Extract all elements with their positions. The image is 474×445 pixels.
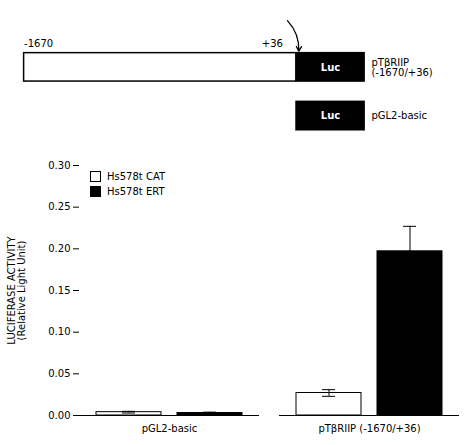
svg-text:pTβRIIP(-1670/+36): pTβRIIP(-1670/+36) <box>371 57 432 78</box>
html-text:Hs578t ERT: Hs578t ERT <box>107 186 165 197</box>
svg-text:Luc: Luc <box>321 62 340 73</box>
svg-text:0.05: 0.05 <box>48 368 70 379</box>
svg-text:0.25: 0.25 <box>48 201 70 212</box>
html-text:Hs578t CAT: Hs578t CAT <box>107 171 166 182</box>
svg-text:-1670: -1670 <box>24 38 53 49</box>
svg-text:LUCIFERASE ACTIVITY(Relative L: LUCIFERASE ACTIVITY(Relative Light Unit) <box>6 235 27 344</box>
svg-text:pGL2-basic: pGL2-basic <box>371 110 427 121</box>
svg-text:0.20: 0.20 <box>48 243 70 254</box>
svg-text:Luc: Luc <box>321 110 340 121</box>
svg-text:0.30: 0.30 <box>48 160 70 171</box>
svg-text:0.10: 0.10 <box>48 326 70 337</box>
svg-text:pTβRIIP (-1670/+36): pTβRIIP (-1670/+36) <box>318 423 420 434</box>
svg-text:pGL2-basic: pGL2-basic <box>142 423 198 434</box>
svg-text:0.15: 0.15 <box>48 285 70 296</box>
svg-text:+36: +36 <box>262 38 283 49</box>
svg-text:0.00: 0.00 <box>48 410 70 421</box>
